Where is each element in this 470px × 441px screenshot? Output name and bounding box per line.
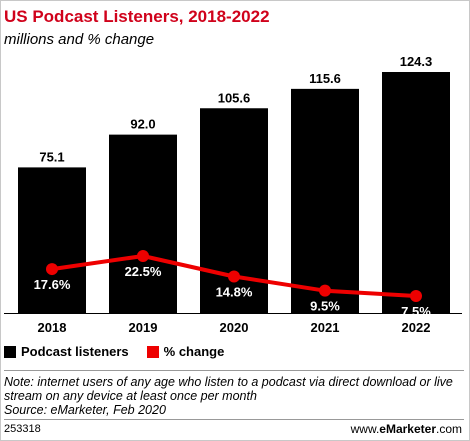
- x-tick-2022: 2022: [402, 320, 431, 335]
- percent-point-2019: [137, 250, 149, 262]
- percent-label-2022: 7.5%: [401, 304, 431, 319]
- bar-label-2018: 75.1: [39, 149, 64, 164]
- legend-label-percent-change: % change: [163, 344, 225, 359]
- percent-label-2020: 14.8%: [216, 285, 253, 300]
- footer-divider-top: [4, 370, 464, 371]
- x-tick-2021: 2021: [311, 320, 340, 335]
- brand-prefix: www.: [350, 422, 380, 436]
- x-tick-2019: 2019: [129, 320, 158, 335]
- bar-2018: [18, 167, 86, 313]
- footer-divider-bottom: [4, 419, 464, 420]
- percent-point-2018: [46, 263, 58, 276]
- bar-label-2020: 105.6: [218, 90, 251, 105]
- percent-label-2021: 9.5%: [310, 299, 340, 314]
- percent-point-2020: [228, 270, 240, 283]
- percent-point-2021: [319, 284, 331, 297]
- percent-label-2018: 17.6%: [34, 277, 71, 292]
- percent-point-2022: [410, 290, 422, 302]
- bar-2019: [109, 134, 177, 313]
- x-tick-2018: 2018: [38, 320, 67, 335]
- legend-swatch-percent-change: [146, 345, 159, 358]
- legend-label-podcast-listeners: Podcast listeners: [21, 344, 129, 359]
- bar-2021: [291, 88, 359, 313]
- percent-label-2019: 22.5%: [125, 264, 162, 279]
- chart-note: Note: internet users of any age who list…: [4, 375, 464, 417]
- legend-item-percent-change: % change: [146, 344, 225, 359]
- bar-2022: [382, 72, 450, 313]
- legend-swatch-podcast-listeners: [4, 345, 16, 358]
- source-text: Source: eMarketer, Feb 2020: [4, 403, 166, 417]
- bar-label-2022: 124.3: [400, 54, 433, 69]
- chart-title: US Podcast Listeners, 2018-2022: [4, 7, 270, 26]
- chart-plot: 75.1 2018 92.0 2019 105.6 2020 115.6 2021 124.3 2…: [4, 54, 462, 335]
- brand-link[interactable]: www.eMarketer.com: [351, 422, 462, 436]
- brand-suffix: .com: [435, 422, 462, 436]
- chart-legend: Podcast listeners % change: [4, 344, 242, 359]
- chart-id: 253318: [4, 423, 41, 435]
- chart-subtitle: millions and % change: [4, 31, 155, 48]
- bar-label-2019: 92.0: [130, 117, 155, 132]
- legend-item-podcast-listeners: Podcast listeners: [4, 344, 129, 359]
- bar-label-2021: 115.6: [309, 71, 341, 86]
- brand-name: eMarketer: [379, 422, 436, 436]
- x-tick-2020: 2020: [220, 320, 249, 335]
- note-text: Note: internet users of any age who list…: [4, 375, 453, 403]
